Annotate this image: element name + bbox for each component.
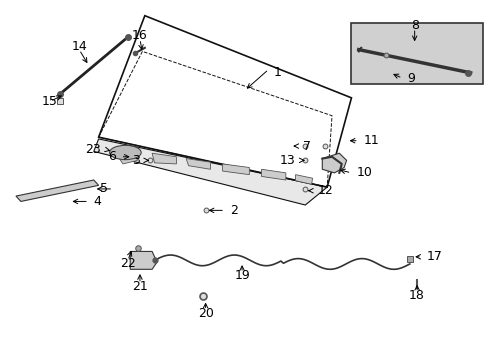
Text: 20: 20	[197, 307, 213, 320]
Bar	[351, 23, 482, 84]
Polygon shape	[222, 164, 249, 175]
Text: 9: 9	[407, 72, 414, 85]
Text: 19: 19	[234, 269, 249, 282]
Text: 21: 21	[132, 280, 147, 293]
Text: 8: 8	[410, 19, 418, 32]
Polygon shape	[130, 251, 157, 269]
Text: 5: 5	[100, 183, 108, 195]
Polygon shape	[295, 175, 312, 184]
Text: 15: 15	[42, 95, 58, 108]
Text: 12: 12	[317, 184, 332, 197]
Ellipse shape	[109, 145, 141, 159]
Text: 6: 6	[107, 150, 116, 163]
Polygon shape	[116, 153, 137, 164]
Polygon shape	[94, 139, 326, 205]
Text: 16: 16	[132, 30, 147, 42]
Text: 23: 23	[85, 143, 101, 156]
Text: 22: 22	[120, 257, 135, 270]
Polygon shape	[261, 169, 285, 180]
Text: 1: 1	[273, 66, 281, 79]
Text: 14: 14	[71, 40, 87, 53]
Text: 13: 13	[279, 154, 295, 167]
Text: 18: 18	[408, 289, 424, 302]
Polygon shape	[152, 153, 176, 164]
Text: 3: 3	[132, 154, 140, 167]
Text: 2: 2	[229, 204, 237, 217]
Polygon shape	[186, 158, 210, 169]
Polygon shape	[322, 153, 346, 173]
Text: 4: 4	[94, 195, 102, 208]
Text: 17: 17	[426, 250, 442, 263]
Polygon shape	[16, 180, 99, 202]
Text: 11: 11	[363, 134, 379, 147]
Text: 7: 7	[302, 140, 310, 153]
Text: 10: 10	[356, 166, 371, 179]
